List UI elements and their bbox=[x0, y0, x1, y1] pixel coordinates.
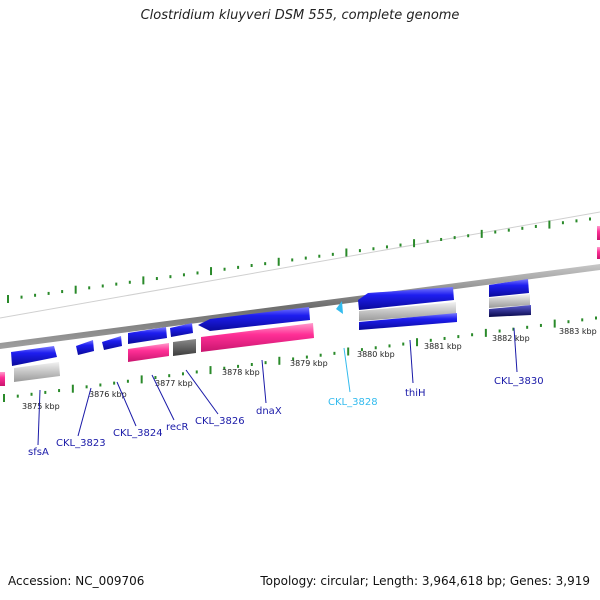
leader-line-ckl-3823 bbox=[77, 387, 92, 437]
genome-title: Clostridium kluyveri DSM 555, complete g… bbox=[140, 8, 460, 23]
gene-label-dnax[interactable]: dnaX bbox=[256, 406, 282, 417]
kbp-label: 3875 kbp bbox=[22, 402, 60, 411]
gene-label-ckl-3828[interactable]: CKL_3828 bbox=[328, 397, 378, 408]
cds-feature-thih[interactable] bbox=[358, 287, 454, 310]
leader-line-thih bbox=[409, 339, 414, 384]
leader-line-ckl-3828 bbox=[343, 347, 351, 393]
gene-label-ckl-3823[interactable]: CKL_3823 bbox=[56, 438, 106, 449]
cds-feature-ckl-3828[interactable] bbox=[336, 301, 343, 314]
rna-feature[interactable] bbox=[597, 247, 600, 259]
outer-track-outline bbox=[0, 211, 600, 319]
gene-label-thih[interactable]: thiH bbox=[405, 388, 426, 399]
cds-feature-dnax[interactable] bbox=[198, 307, 310, 331]
gene-label-sfsa[interactable]: sfsA bbox=[28, 447, 49, 458]
kbp-label: 3877 kbp bbox=[155, 379, 193, 388]
leader-line-ckl-3824 bbox=[116, 381, 137, 427]
rna-feature[interactable] bbox=[0, 372, 5, 386]
cds-feature-ckl-3826[interactable] bbox=[170, 323, 193, 337]
leader-line-dnax bbox=[261, 359, 267, 404]
rna-feature[interactable] bbox=[201, 323, 314, 352]
cds-feature-ckl-3830-lower[interactable] bbox=[489, 305, 531, 317]
gray-feature[interactable] bbox=[489, 294, 530, 308]
kbp-label: 3881 kbp bbox=[424, 342, 462, 351]
gene-labels: sfsA CKL_3823 CKL_3824 recR CKL_3826 dna… bbox=[28, 376, 544, 458]
cds-feature-sfsa[interactable] bbox=[11, 346, 57, 366]
gene-label-ckl-3830[interactable]: CKL_3830 bbox=[494, 376, 544, 387]
kbp-label: 3883 kbp bbox=[559, 327, 597, 336]
kbp-label: 3880 kbp bbox=[357, 350, 395, 359]
kbp-label: 3882 kbp bbox=[492, 334, 530, 343]
cds-feature-ckl-3830[interactable] bbox=[489, 279, 529, 297]
rna-feature[interactable] bbox=[597, 226, 600, 240]
lower-tick-track bbox=[3, 316, 597, 402]
rna-feature[interactable] bbox=[128, 343, 169, 362]
gene-label-ckl-3826[interactable]: CKL_3826 bbox=[195, 416, 245, 427]
kbp-label: 3879 kbp bbox=[290, 359, 328, 368]
kbp-label: 3878 kbp bbox=[222, 368, 260, 377]
genome-backbone bbox=[0, 264, 600, 349]
cds-feature-recr[interactable] bbox=[128, 327, 167, 344]
cds-feature-ckl-3824[interactable] bbox=[102, 336, 122, 350]
gene-label-recr[interactable]: recR bbox=[166, 422, 189, 433]
scale-labels: 3875 kbp 3876 kbp 3877 kbp 3878 kbp 3879… bbox=[22, 327, 597, 411]
gene-leader-lines bbox=[37, 327, 518, 446]
gray-feature[interactable] bbox=[14, 362, 60, 382]
accession-text: Accession: NC_009706 bbox=[8, 574, 145, 588]
gene-label-ckl-3824[interactable]: CKL_3824 bbox=[113, 428, 163, 439]
pseudo-feature[interactable] bbox=[173, 339, 196, 356]
upper-tick-track bbox=[7, 217, 591, 303]
leader-line-ckl-3826 bbox=[185, 369, 219, 415]
leader-line-recr bbox=[151, 374, 175, 421]
cds-feature-ckl-3823[interactable] bbox=[76, 340, 94, 355]
feature-track bbox=[0, 226, 600, 386]
gray-feature[interactable] bbox=[359, 302, 456, 321]
leader-line-ckl-3830 bbox=[513, 327, 518, 373]
kbp-label: 3876 kbp bbox=[89, 390, 127, 399]
genome-summary-text: Topology: circular; Length: 3,964,618 bp… bbox=[260, 574, 590, 588]
leader-line-sfsa bbox=[37, 389, 41, 446]
cds-feature-thih-lower[interactable] bbox=[359, 313, 457, 330]
